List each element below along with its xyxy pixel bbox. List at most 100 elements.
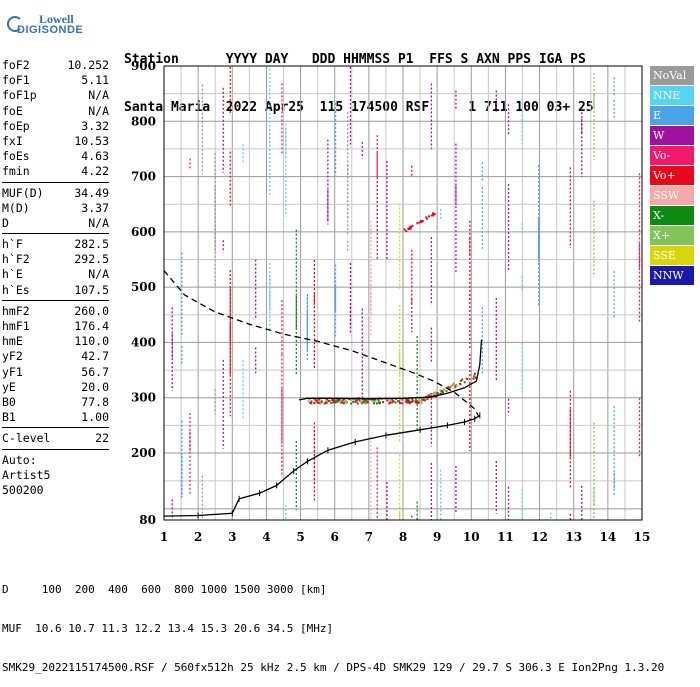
echo-dot [307,400,310,403]
echo-dot [443,388,446,391]
echo-dot [440,390,443,393]
param-row-clevel: C-level 22 [2,431,109,446]
param-key: D [2,215,9,230]
footer-file-info: SMK29_2022115174500.RSF / 560fx512h 25 k… [2,661,665,674]
legend-item-x: X+ [650,226,694,245]
echo-dot [414,399,417,402]
autoscale-line: 500200 [2,482,44,497]
echo-dot [308,398,311,401]
echo-dot [433,392,436,395]
echo-dot [437,392,440,395]
echo-dot [377,399,380,402]
echo-dot [418,399,421,402]
echo-dot [416,222,419,225]
param-key: MUF(D) [2,185,44,200]
param-key: yE [2,379,16,394]
param-value: 10.252 [67,58,109,72]
echo-dot [335,400,338,403]
echo-dot [433,391,436,394]
echo-dot [356,402,359,405]
echo-dot [426,397,429,400]
echo-dot [409,226,412,229]
param-row-mufd: MUF(D) 34.49 [2,186,109,201]
y-tick-label: 400 [131,335,156,349]
echo-dot [417,401,420,404]
echo-dot [425,216,428,219]
logo-text-digisonde: DIGISONDE [17,24,84,36]
param-value: 176.4 [74,319,109,333]
echo-dot [374,398,377,401]
echo-dot [442,391,445,394]
param-value: 10.53 [74,133,109,148]
echo-dot [474,376,477,379]
echo-dot [362,400,365,403]
echo-dot [371,400,374,403]
param-value: 5.11 [81,73,109,88]
echo-dot [330,401,333,404]
param-value: 20.0 [81,379,109,394]
echo-dot [404,398,407,401]
legend-item-x: X- [650,206,694,225]
echo-dot [434,395,437,398]
param-value: N/A [88,267,109,282]
echo-dot [461,378,464,381]
echo-dot [420,402,423,405]
echo-dot [430,214,433,217]
echo-dot [325,400,328,403]
param-value: 34.49 [74,185,109,200]
echo-dot [378,402,381,405]
plot-grid [163,65,643,520]
y-tick-label: 80 [139,513,156,527]
y-tick-label: 300 [131,391,156,405]
echo-dot [401,402,404,405]
y-tick-label: 900 [131,59,156,73]
echo-dot [473,375,476,378]
echo-dot [365,399,368,402]
digisonde-logo: Lowell DIGISONDE [3,10,83,38]
param-row-hf2: h`F2 292.5 [2,252,109,267]
legend-item-nnw: NNW [650,266,694,285]
param-row-b1: B1 1.00 [2,410,109,425]
param-key: C-level [2,431,51,446]
y-tick-label: 200 [131,446,156,460]
echo-dot [317,398,320,401]
echo-dot [315,399,318,402]
param-row-fof1p: foF1p N/A [2,88,109,103]
echo-traces [171,66,641,520]
param-row-fof1: foF1 5.11 [2,73,109,88]
profile-curves [163,270,483,520]
echo-dot [382,401,385,404]
profile-upper-line [298,339,483,401]
x-tick-label: 8 [399,530,407,544]
param-key: foF1 [2,73,30,88]
param-separator [2,427,109,429]
param-value: 292.5 [74,252,109,267]
param-row-md: M(D) 3.37 [2,201,109,216]
echo-dot [428,215,431,218]
echo-dot [433,394,436,397]
param-separator [2,448,109,450]
param-separator [2,299,109,301]
echo-dot [454,385,457,388]
echo-dot [343,400,346,403]
echo-dot [445,390,448,393]
echo-dot [420,400,423,403]
echo-dot [340,399,343,402]
echo-dot [416,401,419,404]
echo-dot [397,400,400,403]
echo-dot [361,401,364,404]
param-key: h`F2 [2,252,30,267]
echo-dot [407,227,410,230]
param-row-ye: yE 20.0 [2,380,109,395]
echo-dot [405,400,408,403]
echo-dot [407,400,410,403]
echo-dot [401,398,404,401]
echo-dot [426,217,429,220]
echo-dot [447,386,450,389]
echo-dot [439,392,442,395]
echo-dot [398,400,401,403]
echo-dot [372,402,375,405]
param-row-yf2: yF2 42.7 [2,349,109,364]
legend-item-nne: NNE [650,86,694,105]
